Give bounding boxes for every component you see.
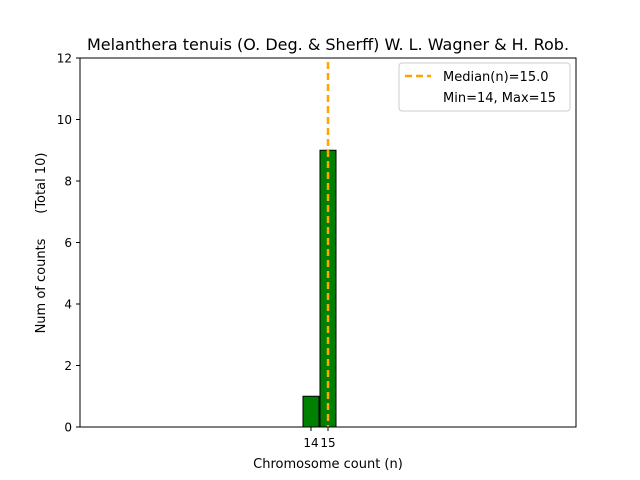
chart-title: Melanthera tenuis (O. Deg. & Sherff) W. … bbox=[87, 35, 569, 54]
x-axis-label: Chromosome count (n) bbox=[253, 457, 403, 472]
plot-area bbox=[79, 57, 577, 428]
legend-median-label: Median(n)=15.0 bbox=[443, 70, 549, 85]
y-axis-label: Num of counts (Total 10) bbox=[34, 153, 49, 334]
y-tick-label-4: 4 bbox=[64, 298, 72, 312]
bar-14 bbox=[302, 395, 320, 428]
x-tick-label-15: 15 bbox=[320, 436, 335, 450]
legend-min-max-label: Min=14, Max=15 bbox=[443, 91, 556, 106]
y-tick-label-2: 2 bbox=[64, 359, 72, 373]
legend: Median(n)=15.0 Min=14, Max=15 bbox=[398, 62, 571, 112]
y-tick-label-0: 0 bbox=[64, 421, 72, 435]
y-axis: 0 2 4 6 8 10 12 bbox=[57, 52, 80, 435]
x-tick-label-14: 14 bbox=[303, 436, 318, 450]
legend-box bbox=[398, 62, 571, 112]
x-axis: 14 15 bbox=[303, 427, 336, 450]
y-tick-label-12: 12 bbox=[57, 52, 72, 66]
y-tick-label-10: 10 bbox=[57, 113, 72, 127]
y-tick-label-6: 6 bbox=[64, 236, 72, 250]
y-tick-label-8: 8 bbox=[64, 175, 72, 189]
